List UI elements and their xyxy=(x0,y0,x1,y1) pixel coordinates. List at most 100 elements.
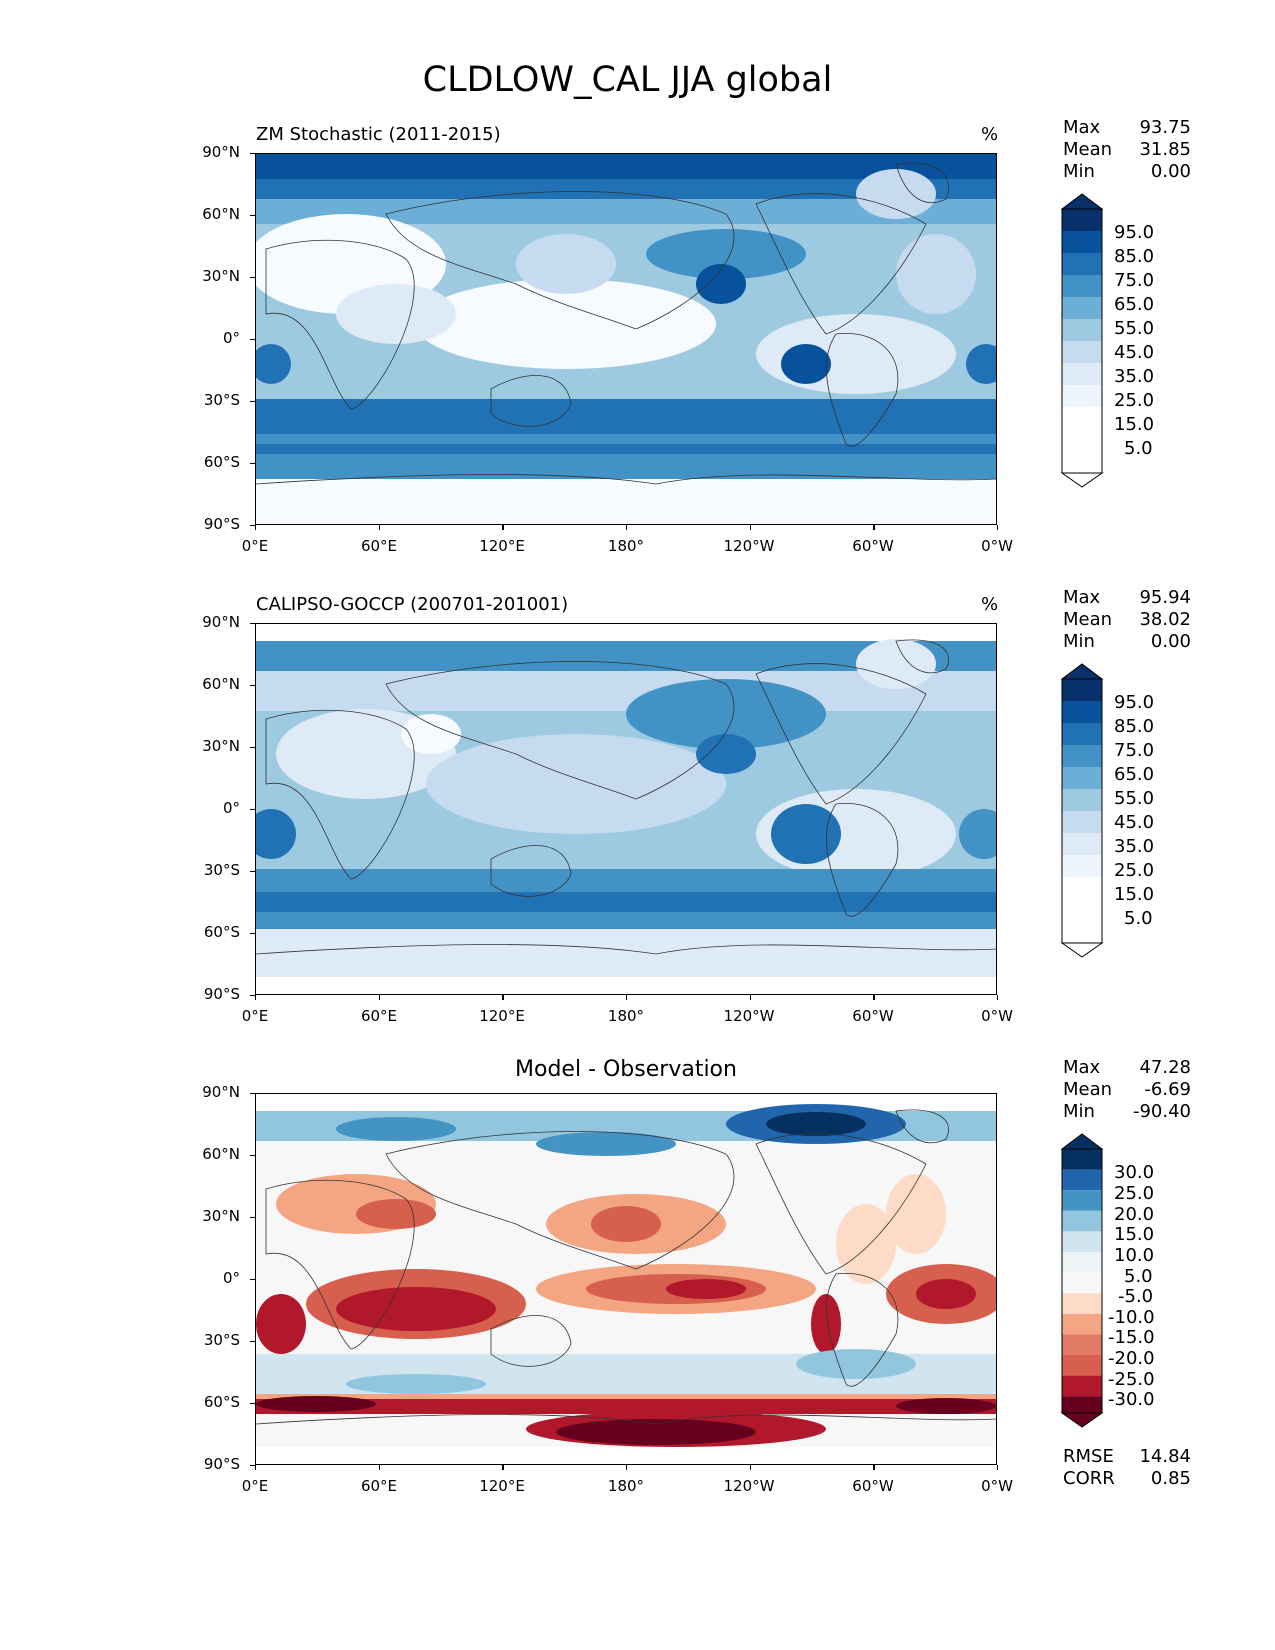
colorbar-label: 25.0 xyxy=(1114,860,1155,881)
lat-tickmark xyxy=(250,1093,255,1095)
panel1-title: ZM Stochastic (2011-2015) xyxy=(256,124,501,145)
lon-tick: 120°E xyxy=(479,1007,525,1025)
lat-tick: 60°S xyxy=(203,923,240,941)
panel2-units: % xyxy=(981,594,999,615)
lat-tickmark xyxy=(250,525,255,527)
colorbar-label: 20.0 xyxy=(1114,1204,1155,1225)
lon-tickmark xyxy=(749,525,751,530)
lat-tickmark xyxy=(250,1403,255,1405)
lat-tick: 0° xyxy=(222,799,240,817)
lon-tickmark xyxy=(997,1465,999,1470)
colorbar-label: 15.0 xyxy=(1114,414,1155,435)
colorbar-label: 95.0 xyxy=(1114,222,1155,243)
colorbar-label: 10.0 xyxy=(1114,1245,1155,1266)
panel3-map xyxy=(255,1093,997,1465)
panel3-extra-stats: RMSE 14.84 CORR 0.85 xyxy=(1063,1446,1191,1490)
lon-tickmark xyxy=(626,525,628,530)
panel1-units: % xyxy=(981,124,999,145)
lon-tickmark xyxy=(749,995,751,1000)
stat-mean-value: 31.85 xyxy=(1139,139,1191,160)
lat-tick: 30°S xyxy=(203,391,240,409)
lat-tick: 90°S xyxy=(203,1455,240,1473)
stat-min-value: 0.00 xyxy=(1150,631,1191,652)
colorbar-label: 45.0 xyxy=(1114,812,1155,833)
lon-tick: 180° xyxy=(607,1007,645,1025)
lat-tick: 60°S xyxy=(203,453,240,471)
lon-tickmark xyxy=(997,525,999,530)
lat-tickmark xyxy=(250,1155,255,1157)
stat-min-value: 0.00 xyxy=(1150,161,1191,182)
colorbar-label: 15.0 xyxy=(1114,1224,1155,1245)
lon-tick: 60°E xyxy=(360,1477,398,1495)
colorbar-label: 55.0 xyxy=(1114,318,1155,339)
lon-tickmark xyxy=(378,1465,380,1470)
colorbar-label: 25.0 xyxy=(1114,1183,1155,1204)
lon-tickmark xyxy=(378,995,380,1000)
colorbar-label: 45.0 xyxy=(1114,342,1155,363)
lat-tick: 60°S xyxy=(203,1393,240,1411)
panel2-title: CALIPSO-GOCCP (200701-201001) xyxy=(256,594,569,615)
stat-max-label: Max xyxy=(1063,1057,1101,1078)
lat-tickmark xyxy=(250,153,255,155)
lon-tickmark xyxy=(749,1465,751,1470)
lat-tick: 30°N xyxy=(202,1207,240,1225)
lat-tick: 0° xyxy=(222,1269,240,1287)
lat-tick: 90°N xyxy=(202,143,240,161)
stat-mean-value: 38.02 xyxy=(1139,609,1191,630)
lat-tick: 60°N xyxy=(202,205,240,223)
lon-tick: 0°E xyxy=(241,1477,269,1495)
lat-tickmark xyxy=(250,747,255,749)
colorbar-label: 5.0 xyxy=(1124,438,1153,459)
colorbar-label: 65.0 xyxy=(1114,294,1155,315)
lon-tick: 120°E xyxy=(479,537,525,555)
panel2-stats: Max 95.94 Mean 38.02 Min 0.00 xyxy=(1063,587,1191,653)
stat-mean-label: Mean xyxy=(1063,609,1113,630)
stat-rmse-value: 14.84 xyxy=(1139,1446,1191,1467)
stat-mean-label: Mean xyxy=(1063,1079,1113,1100)
lon-tickmark xyxy=(997,995,999,1000)
lon-tick: 120°E xyxy=(479,1477,525,1495)
stat-min-label: Min xyxy=(1063,631,1095,652)
stat-rmse-label: RMSE xyxy=(1063,1446,1114,1467)
lon-tick: 0°E xyxy=(241,537,269,555)
lat-tick: 30°N xyxy=(202,267,240,285)
lon-tickmark xyxy=(502,995,504,1000)
stat-corr-label: CORR xyxy=(1063,1468,1115,1489)
lon-tick: 60°W xyxy=(852,1007,894,1025)
stat-max-label: Max xyxy=(1063,587,1101,608)
lon-tick: 120°W xyxy=(723,1007,775,1025)
colorbar-label: 75.0 xyxy=(1114,740,1155,761)
lon-tick: 180° xyxy=(607,537,645,555)
lon-tick: 60°W xyxy=(852,537,894,555)
lon-tickmark xyxy=(255,1465,257,1470)
stat-min-label: Min xyxy=(1063,1101,1095,1122)
lat-tickmark xyxy=(250,933,255,935)
panel1-stats: Max 93.75 Mean 31.85 Min 0.00 xyxy=(1063,117,1191,183)
lat-tick: 90°N xyxy=(202,613,240,631)
panel3-title: Model - Observation xyxy=(515,1057,737,1082)
colorbar-label: -5.0 xyxy=(1118,1286,1154,1307)
lon-tick: 60°E xyxy=(360,537,398,555)
panel3-colorbar xyxy=(1061,1133,1104,1428)
colorbar-label: 5.0 xyxy=(1124,1266,1153,1287)
lon-tickmark xyxy=(873,1465,875,1470)
colorbar-label: 75.0 xyxy=(1114,270,1155,291)
lat-tickmark xyxy=(250,215,255,217)
colorbar-label: -10.0 xyxy=(1108,1307,1155,1328)
stat-corr-value: 0.85 xyxy=(1150,1468,1191,1489)
lat-tick: 90°S xyxy=(203,985,240,1003)
stat-min-value: -90.40 xyxy=(1132,1101,1191,1122)
lat-tickmark xyxy=(250,1279,255,1281)
lon-tickmark xyxy=(502,1465,504,1470)
lat-tickmark xyxy=(250,277,255,279)
panel2-map xyxy=(255,623,997,995)
stat-max-value: 95.94 xyxy=(1139,587,1191,608)
lat-tick: 0° xyxy=(222,329,240,347)
lat-tickmark xyxy=(250,1465,255,1467)
lon-tick: 120°W xyxy=(723,537,775,555)
lat-tick: 90°N xyxy=(202,1083,240,1101)
lat-tick: 30°S xyxy=(203,1331,240,1349)
colorbar-label: 35.0 xyxy=(1114,836,1155,857)
lat-tickmark xyxy=(250,401,255,403)
lon-tickmark xyxy=(873,525,875,530)
